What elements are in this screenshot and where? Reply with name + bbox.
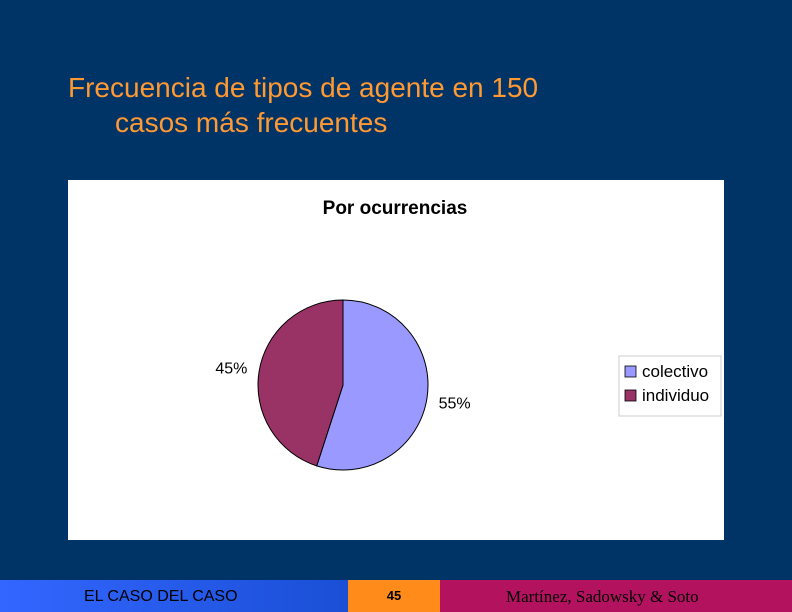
footer-authors: Martínez, Sadowsky & Soto — [506, 587, 699, 606]
pie-chart-svg: Por ocurrencias 55% 45% colectivo individu… — [215, 198, 722, 471]
footer-left-section: EL CASO DEL CASO — [0, 580, 348, 612]
pie-labels: 55% 45% — [215, 360, 470, 412]
chart-legend: colectivo individuo — [618, 355, 722, 417]
legend-label-individuo: individuo — [642, 386, 709, 405]
footer-page-section: 45 — [348, 580, 440, 612]
slide-title-line1: Frecuencia de tipos de agente en 150 — [68, 72, 539, 103]
footer-right-section: Martínez, Sadowsky & Soto — [440, 580, 792, 612]
slide-title: Frecuencia de tipos de agente en 150 cas… — [68, 70, 728, 140]
pie-label-colectivo: 55% — [439, 396, 471, 413]
pie-slice-colectivo — [316, 299, 429, 471]
pie-label-individuo: 45% — [215, 360, 247, 377]
pie-slice-individuo — [257, 299, 344, 467]
legend-swatch-individuo — [624, 389, 637, 402]
legend-label-colectivo: colectivo — [642, 362, 708, 381]
pie-chart: Por ocurrencias 55% 45% colectivo individu… — [68, 180, 724, 540]
page-number: 45 — [386, 588, 402, 603]
slide-title-line2: casos más frecuentes — [115, 107, 388, 138]
legend-swatch-colectivo — [624, 365, 637, 378]
pie-slices — [257, 299, 429, 471]
chart-title: Por ocurrencias — [323, 198, 468, 219]
footer-left-text: EL CASO DEL CASO — [84, 588, 238, 605]
footer-bar: EL CASO DEL CASO 45 Martínez, Sadowsky &… — [0, 580, 792, 612]
